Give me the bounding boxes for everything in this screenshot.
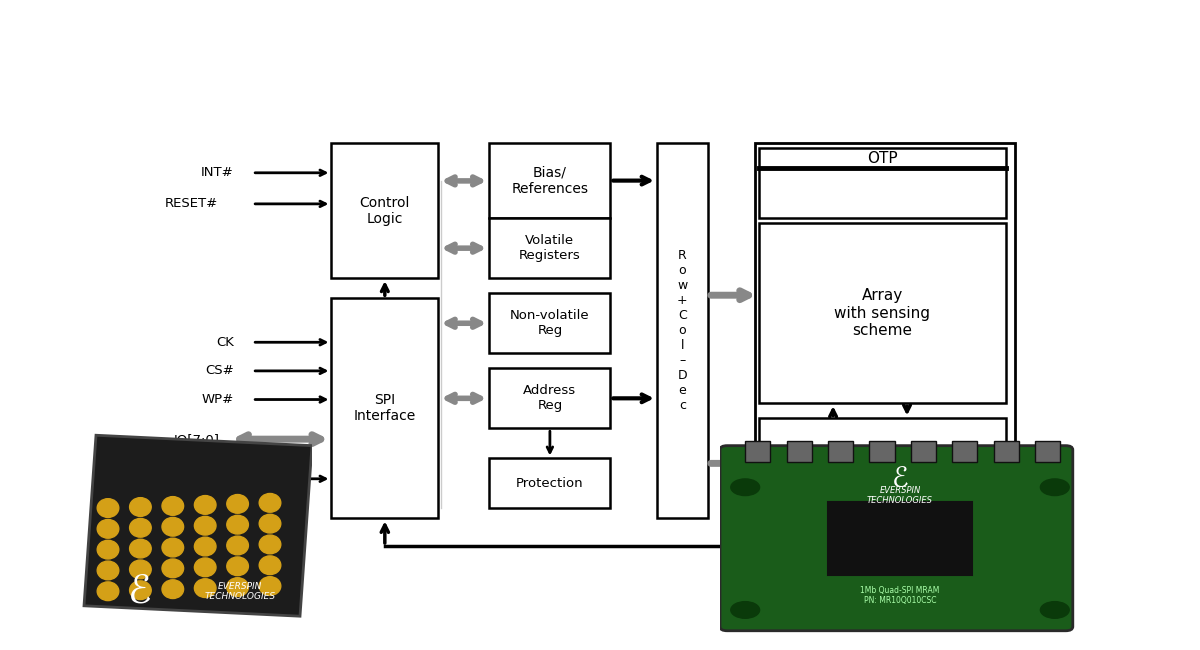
Bar [745,441,770,462]
Circle shape [1040,479,1069,495]
Circle shape [194,516,216,535]
Text: Bias/
References: Bias/ References [511,166,588,196]
Bar [490,369,611,428]
Circle shape [162,538,184,557]
Circle shape [130,498,151,516]
Bar [490,143,611,218]
Circle shape [194,578,216,597]
Bar [869,441,895,462]
Bar [755,143,1015,519]
Circle shape [130,519,151,537]
Circle shape [731,479,760,495]
Circle shape [194,558,216,577]
Bar [331,143,438,278]
Text: Control
Logic: Control Logic [360,196,410,226]
Circle shape [162,559,184,578]
Text: EVERSPIN
TECHNOLOGIES: EVERSPIN TECHNOLOGIES [204,582,276,601]
Circle shape [97,582,119,601]
Circle shape [130,540,151,558]
Text: IO[7:0]: IO[7:0] [174,433,220,446]
Polygon shape [84,436,312,616]
Circle shape [97,519,119,538]
Text: INT#: INT# [200,166,234,179]
Circle shape [259,577,281,595]
Text: 1Mb Quad-SPI MRAM
PN: MR10Q010CSC: 1Mb Quad-SPI MRAM PN: MR10Q010CSC [860,586,940,605]
Text: Non-volatile
Reg: Non-volatile Reg [510,309,589,337]
Circle shape [97,561,119,580]
Circle shape [731,602,760,618]
Circle shape [259,556,281,575]
Circle shape [227,515,248,534]
Text: EVERSPIN
TECHNOLOGIES: EVERSPIN TECHNOLOGIES [866,486,934,505]
Circle shape [162,580,184,599]
Bar [911,441,936,462]
Circle shape [227,557,248,576]
Bar [828,441,853,462]
Text: Cache: Cache [858,456,906,471]
Bar [953,441,978,462]
Bar [1034,441,1061,462]
Circle shape [97,499,119,517]
Circle shape [1040,602,1069,618]
Bar [331,298,438,519]
Bar [760,223,1006,403]
Bar [656,143,708,519]
Circle shape [227,536,248,555]
Circle shape [130,581,151,599]
Circle shape [259,535,281,554]
FancyBboxPatch shape [720,446,1073,630]
Bar [787,441,812,462]
Circle shape [162,497,184,515]
Text: ℰ: ℰ [892,465,908,493]
Text: CK: CK [216,336,234,349]
Circle shape [194,537,216,556]
Text: R
o
w
+
C
o
l
–
D
e
c: R o w + C o l – D e c [677,249,688,412]
Bar [828,502,972,575]
Bar [994,441,1019,462]
Circle shape [227,578,248,597]
Text: Array
with sensing
scheme: Array with sensing scheme [834,289,930,338]
Bar [490,458,611,508]
Text: OTP: OTP [868,151,898,166]
Text: CS#: CS# [205,365,234,378]
Circle shape [259,493,281,512]
Bar [490,218,611,278]
Text: Protection: Protection [516,477,583,490]
Circle shape [227,495,248,514]
Circle shape [259,514,281,533]
Bar [760,148,1006,218]
Text: SPI
Interface: SPI Interface [354,393,416,423]
Text: DQS: DQS [205,473,234,486]
Bar [490,293,611,354]
Circle shape [130,560,151,578]
Circle shape [97,540,119,559]
Circle shape [162,517,184,536]
Circle shape [194,495,216,514]
Text: ℰ: ℰ [127,572,151,610]
Text: WP#: WP# [202,393,234,406]
Text: Address
Reg: Address Reg [523,384,576,412]
Bar [760,419,1006,508]
Text: Volatile
Registers: Volatile Registers [520,234,581,262]
Text: RESET#: RESET# [164,198,218,211]
